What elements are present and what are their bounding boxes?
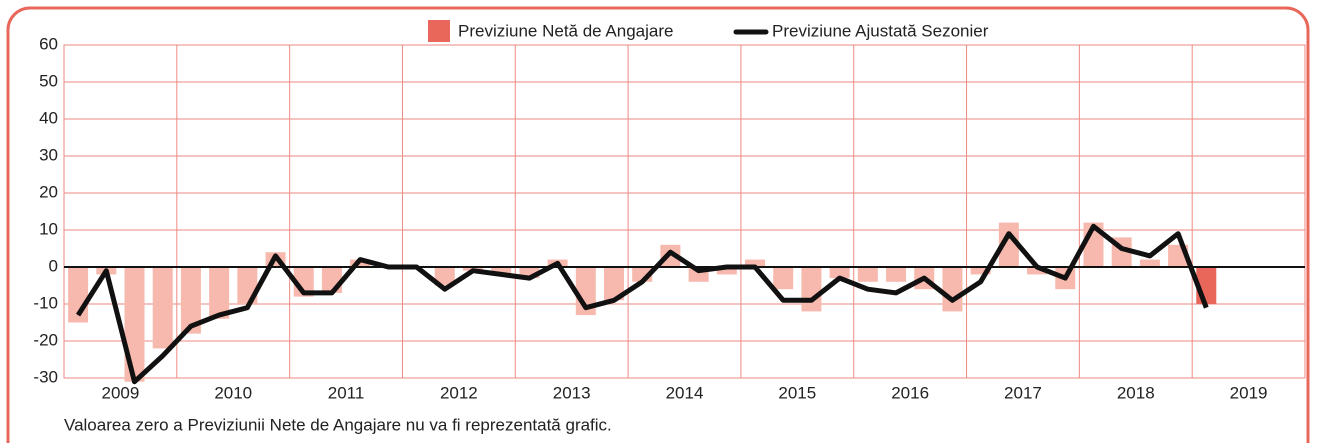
x-tick-label: 2017 [1004, 383, 1042, 402]
x-tick-label: 2013 [553, 383, 591, 402]
legend-swatch [428, 20, 450, 42]
y-tick-label: 30 [39, 145, 58, 164]
bar [1027, 267, 1048, 275]
x-tick-label: 2010 [214, 383, 252, 402]
x-tick-label: 2011 [328, 383, 365, 402]
y-tick-label: 20 [39, 182, 58, 201]
y-tick-label: -20 [33, 330, 58, 349]
bar [745, 259, 766, 267]
x-tick-label: 2018 [1117, 383, 1155, 402]
bar [857, 267, 878, 282]
legend-label: Previziune Netă de Angajare [458, 21, 673, 40]
bar [886, 267, 907, 282]
y-tick-label: 50 [39, 71, 58, 90]
plot-bg [63, 44, 1306, 379]
legend-label: Previziune Ajustată Sezonier [772, 21, 989, 40]
y-tick-label: 60 [39, 34, 58, 53]
bar [942, 267, 963, 312]
y-tick-label: 0 [49, 256, 58, 275]
bar [519, 267, 540, 279]
bar [716, 267, 737, 275]
bar [970, 267, 991, 275]
x-tick-label: 2016 [891, 383, 929, 402]
bar [124, 267, 145, 382]
x-tick-label: 2012 [440, 383, 478, 402]
bar [209, 267, 230, 319]
bar [491, 267, 512, 275]
x-tick-label: 2019 [1230, 383, 1268, 402]
y-tick-label: 40 [39, 108, 58, 127]
bar [773, 267, 794, 290]
bar [180, 267, 201, 334]
bar [603, 267, 624, 301]
bar [152, 267, 173, 349]
y-tick-label: -30 [33, 367, 58, 386]
footnote: Valoarea zero a Previziunii Nete de Anga… [64, 415, 612, 434]
y-tick-label: 10 [39, 219, 58, 238]
frame [6, 6, 1310, 448]
bar [660, 244, 681, 267]
bar [434, 267, 455, 286]
bar [998, 222, 1019, 267]
y-tick-label: -10 [33, 293, 58, 312]
x-tick-label: 2014 [666, 383, 704, 402]
bar [829, 267, 850, 279]
x-tick-label: 2015 [778, 383, 816, 402]
bar [801, 267, 822, 312]
bar [1139, 259, 1160, 267]
line [75, 223, 1209, 385]
x-tick-label: 2009 [101, 383, 139, 402]
